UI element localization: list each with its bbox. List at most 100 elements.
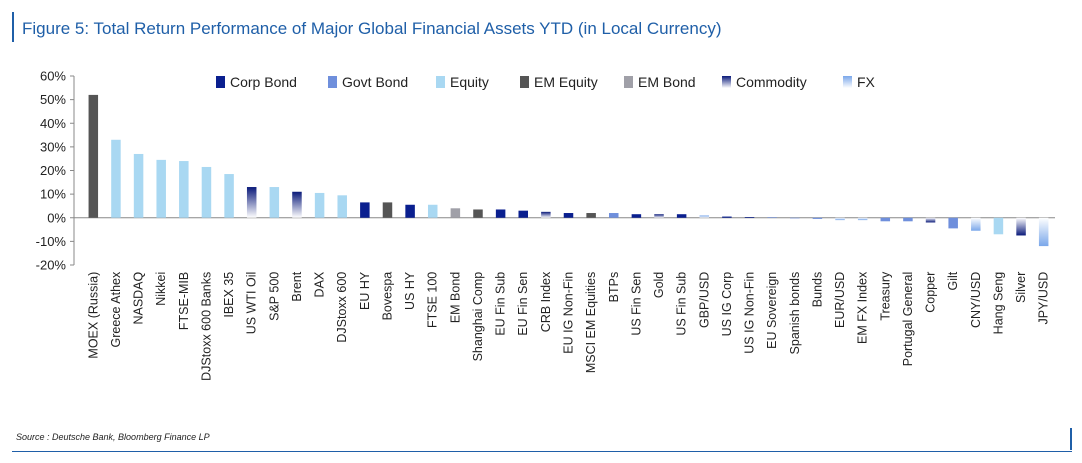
x-tick-label: Hang Seng: [991, 272, 1005, 335]
x-tick-label: Gilt: [946, 271, 960, 290]
frame-bottom-edge: [12, 451, 1072, 452]
bar-moex-russia: [88, 94, 99, 218]
bar-eu-sovereign: [767, 217, 777, 218]
x-tick-label: US WTI Oil: [245, 272, 259, 335]
legend-swatch-fx: [843, 76, 852, 88]
bar-copper: [925, 217, 936, 223]
y-tick-label: 10%: [40, 187, 66, 202]
legend-swatch-commodity: [722, 76, 731, 88]
y-tick-label: 50%: [40, 92, 66, 107]
x-tick-label: JPY/USD: [1037, 272, 1051, 325]
y-tick-label: -20%: [36, 258, 67, 273]
bar-djstoxx-600: [337, 195, 347, 218]
bar-eu-hy: [360, 202, 370, 218]
x-tick-label: Gold: [652, 272, 666, 298]
bar-us-wti-oil: [246, 187, 257, 218]
x-tick-label: US IG Non-Fin: [743, 272, 757, 354]
bar-greece-athex: [111, 139, 121, 218]
x-tick-label: EUR/USD: [833, 272, 847, 328]
x-tick-label: EU HY: [358, 271, 372, 310]
figure-title: Figure 5: Total Return Performance of Ma…: [22, 19, 722, 38]
x-tick-label: CRB Index: [539, 271, 553, 332]
bar-gilt: [948, 217, 958, 229]
source-note: Source : Deutsche Bank, Bloomberg Financ…: [16, 432, 210, 442]
bar-spanish-bonds: [790, 217, 800, 219]
x-tick-label: Brent: [290, 271, 304, 301]
x-tick-label: Treasury: [878, 271, 892, 321]
bar-us-fin-sen: [631, 214, 642, 218]
legend-label-commodity: Commodity: [736, 74, 807, 90]
bar-us-fin-sub: [676, 214, 687, 218]
x-tick-label: GBP/USD: [697, 272, 711, 328]
y-tick-label: 20%: [40, 163, 66, 178]
bar-bovespa: [382, 202, 393, 218]
legend-swatch-equity: [436, 76, 445, 88]
x-tick-label: MSCI EM Equities: [584, 272, 598, 373]
chart-bars: [88, 94, 1049, 247]
x-tick-label: US Fin Sub: [675, 272, 689, 336]
legend-swatch-govt-bond: [328, 76, 337, 88]
bar-jpy-usd: [1038, 217, 1049, 247]
bar-bunds: [812, 217, 823, 219]
bar-us-hy: [405, 204, 415, 218]
x-tick-label: FTSE-MIB: [177, 272, 191, 330]
x-tick-label: US HY: [403, 271, 417, 310]
bar-cny-usd: [971, 217, 981, 231]
x-tick-label: Greece Athex: [109, 271, 123, 347]
bar-crb-index: [541, 211, 551, 218]
bar-eur-usd: [835, 217, 845, 221]
y-tick-label: -10%: [36, 234, 67, 249]
legend-swatch-corp-bond: [216, 76, 225, 88]
x-tick-label: BTPs: [607, 272, 621, 303]
legend-label-corp-bond: Corp Bond: [230, 74, 297, 90]
bar-us-ig-corp: [722, 216, 732, 218]
legend-label-em-equity: EM Equity: [534, 74, 598, 90]
y-tick-label: 40%: [40, 116, 66, 131]
x-tick-label: EU Sovereign: [765, 272, 779, 349]
bar-eu-fin-sub: [495, 209, 506, 218]
x-tick-label: DAX: [313, 271, 327, 297]
x-tick-label: US IG Corp: [720, 272, 734, 337]
bar-hang-seng: [993, 217, 1004, 235]
x-tick-label: Portugal General: [901, 272, 915, 367]
bar-s-p-500: [269, 187, 280, 218]
x-tick-label: Shanghai Comp: [471, 272, 485, 362]
bar-ibex-35: [224, 174, 234, 218]
x-tick-label: EM Bond: [448, 272, 462, 323]
bar-ftse-100: [427, 204, 438, 218]
bar-btps: [609, 213, 619, 218]
bar-ftse-mib: [179, 161, 189, 218]
category-labels: MOEX (Russia) Greece Athex NASDAQ Nikkei FTS…: [86, 271, 1050, 381]
x-tick-label: DJStoxx 600: [335, 272, 349, 343]
x-tick-label: EU Fin Sub: [494, 272, 508, 336]
legend-swatch-em-bond: [624, 76, 633, 88]
bar-portugal-general: [903, 217, 913, 222]
legend-label-fx: FX: [857, 74, 876, 90]
bar-nikkei: [156, 159, 166, 218]
x-tick-label: EM FX Index: [856, 271, 870, 344]
x-tick-label: US Fin Sen: [629, 272, 643, 336]
y-tick-label: 0%: [47, 210, 66, 225]
bar-em-fx-index: [857, 217, 868, 221]
x-tick-label: Spanish bonds: [788, 272, 802, 355]
x-tick-label: EU IG Non-Fin: [562, 272, 576, 354]
legend-label-em-bond: EM Bond: [638, 74, 696, 90]
bar-djstoxx-600-banks: [201, 166, 212, 218]
bar-nasdaq: [133, 153, 144, 218]
title-accent-bar: [12, 12, 14, 42]
x-tick-label: FTSE 100: [426, 272, 440, 328]
bar-dax: [314, 192, 325, 218]
bar-brent: [292, 191, 302, 218]
bar-msci-em-equities: [586, 213, 596, 218]
bar-gold: [654, 214, 664, 218]
frame-right-edge: [1070, 428, 1072, 450]
bar-eu-fin-sen: [518, 210, 528, 218]
x-tick-label: NASDAQ: [132, 271, 146, 324]
chart-legend: Corp Bond Govt Bond Equity EM Equity EM Bond…: [216, 74, 876, 90]
legend-label-govt-bond: Govt Bond: [342, 74, 408, 90]
x-tick-label: Silver: [1014, 272, 1028, 303]
x-tick-label: MOEX (Russia): [86, 272, 100, 359]
x-tick-label: DJStoxx 600 Banks: [199, 272, 213, 381]
bar-eu-ig-non-fin: [563, 213, 574, 218]
